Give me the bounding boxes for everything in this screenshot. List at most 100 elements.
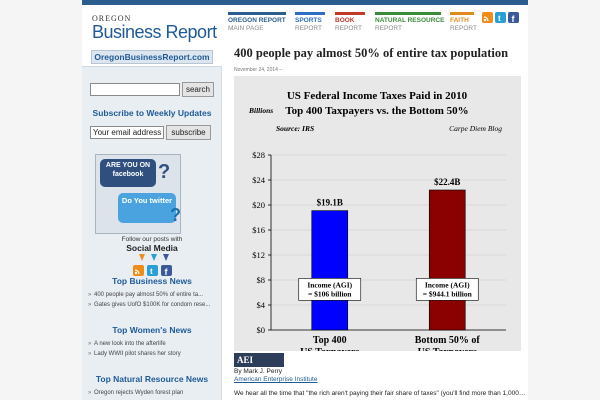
header-social-icons[interactable]: t f [482,12,520,24]
subscribe-button[interactable]: subscribe [166,125,211,140]
y-tick-label: $16 [252,225,265,235]
rss-icon [133,265,144,276]
post-title[interactable]: 400 people pay almost 50% of entire tax … [234,46,509,60]
list-item[interactable]: A new look into the afterlife [88,339,216,349]
annotation-text: = $944.1 billion [423,289,473,298]
chart-grid: $0 $4 $8 $12 $16 $20 $24 $28 [252,150,506,335]
svg-text:t: t [498,14,501,23]
logo-small-text: OREGON [92,14,132,23]
site-logo[interactable]: OREGON Business Report OregonBusinessRep… [82,5,222,67]
annotation-box [415,278,479,301]
list-item[interactable]: Gates gives UofO $100K for condom rese..… [88,300,216,310]
list-item[interactable]: Lady WWII pilot shares her story [88,349,216,359]
nav-sublabel: REPORT [450,25,477,32]
badge-twitter-text: Do You twitter [118,193,176,223]
post-body-text: We hear all the time that "the rich aren… [234,390,526,397]
social-media-label: Social Media [126,243,178,253]
nav-natural-resource-report[interactable]: NATURAL RESOURCE REPORT [375,9,445,35]
nav-color-bar [228,12,286,15]
post-date: November 24, 2014 -- [234,67,283,73]
nav-label: BOOK [335,17,355,24]
nav-book-report[interactable]: BOOK REPORT [335,9,365,35]
nav-sports-report[interactable]: SPORTS REPORT [295,9,325,35]
rss-icon [482,12,493,23]
x-category-label: US Taxpayers [418,347,477,351]
top-nav: OREGON REPORT MAIN PAGE SPORTS REPORT BO… [228,9,477,35]
subscribe-heading: Subscribe to Weekly Updates [92,108,212,118]
nav-sublabel: MAIN PAGE [228,25,264,32]
logo-main-text: Business Report [92,22,217,42]
nav-color-bar [450,12,474,15]
y-tick-label: $12 [252,250,265,260]
byline-org-link[interactable]: American Enterprise Institute [234,376,318,383]
x-category-label: Bottom 50% of [415,335,481,346]
nav-sublabel: REPORT [335,25,362,32]
bar [428,189,466,331]
annotation-text: Income (AGI) [425,280,470,289]
nav-color-bar [375,12,441,15]
y-tick-label: $24 [252,175,266,185]
annotation-text: = $106 billion [308,289,352,298]
chart-source: Source: IRS [276,124,314,133]
follow-text: Follow our posts with [121,236,183,243]
nav-label: FAITH [450,17,469,24]
search-input[interactable] [90,83,180,96]
nav-oregon-report[interactable]: OREGON REPORT MAIN PAGE [228,9,286,35]
twitter-icon: t [495,12,506,23]
facebook-icon: f [508,12,519,24]
chart-credit: Carpe Diem Blog [449,124,502,133]
page-margin-right [528,0,600,400]
bar [311,210,349,331]
sidebar: OREGON Business Report OregonBusinessRep… [82,5,222,400]
down-arrows-icon [139,254,169,261]
nav-sublabel: REPORT [375,25,402,32]
y-tick-label: $8 [257,275,266,285]
svg-text:t: t [150,267,153,276]
nav-color-bar [335,12,365,15]
nav-label: NATURAL RESOURCE [375,17,445,24]
top-band [82,0,528,5]
x-category-label: Top 400 [313,335,347,346]
top-natural-resource-news-heading: Top Natural Resource News [95,374,209,384]
top-womens-news-heading: Top Women's News [112,325,192,335]
nav-label: OREGON REPORT [228,17,286,24]
top-business-news-heading: Top Business News [112,276,192,286]
chart-image: US Federal Income Taxes Paid in 2010 Top… [234,76,521,351]
facebook-icon: f [161,265,172,277]
nav-color-bar [295,12,325,15]
social-badge-image[interactable]: ARE YOU ON facebook ? Do You twitter ? [95,154,181,234]
nav-sublabel: REPORT [295,25,322,32]
main-content: 400 people pay almost 50% of entire tax … [228,41,526,400]
bar-value-label: $22.4B [434,177,460,187]
business-news-list: 400 people pay almost 50% of entire ta..… [88,290,216,310]
nav-label: SPORTS [295,17,322,24]
email-field[interactable]: Your email address [90,126,164,139]
y-axis-label: Billions [248,106,273,115]
byline: By Mark J. Perry [234,368,283,375]
question-mark-icon: ? [170,205,181,225]
question-mark-icon: ? [158,161,171,183]
site-url-link[interactable]: OregonBusinessReport.com [91,50,213,64]
chart-title: US Federal Income Taxes Paid in 2010 [287,90,468,102]
twitter-icon: t [147,265,158,276]
bar-value-label: $19.1B [317,198,343,208]
svg-text:f: f [165,267,169,277]
womens-news-list: A new look into the afterlife Lady WWII … [88,339,216,359]
annotation-text: Income (AGI) [307,280,352,289]
chart-subtitle: Top 400 Taxpayers vs. the Bottom 50% [285,105,468,117]
annotation-box [298,278,362,301]
list-item[interactable]: 400 people pay almost 50% of entire ta..… [88,290,216,300]
sidebar-social-icons[interactable]: t f [132,265,174,277]
badge-facebook-text: ARE YOU ON facebook [100,159,156,187]
nav-faith-report[interactable]: FAITH REPORT [450,9,477,35]
y-tick-label: $0 [257,325,266,335]
list-item[interactable]: Oregon rejects Wyden forest plan [88,388,216,398]
y-tick-label: $20 [252,200,265,210]
aei-logo: AEI [234,353,284,367]
search-button[interactable]: search [182,82,214,97]
page-margin-left [0,0,82,400]
x-category-label: US Taxpayers [300,347,359,351]
svg-text:f: f [512,14,516,24]
